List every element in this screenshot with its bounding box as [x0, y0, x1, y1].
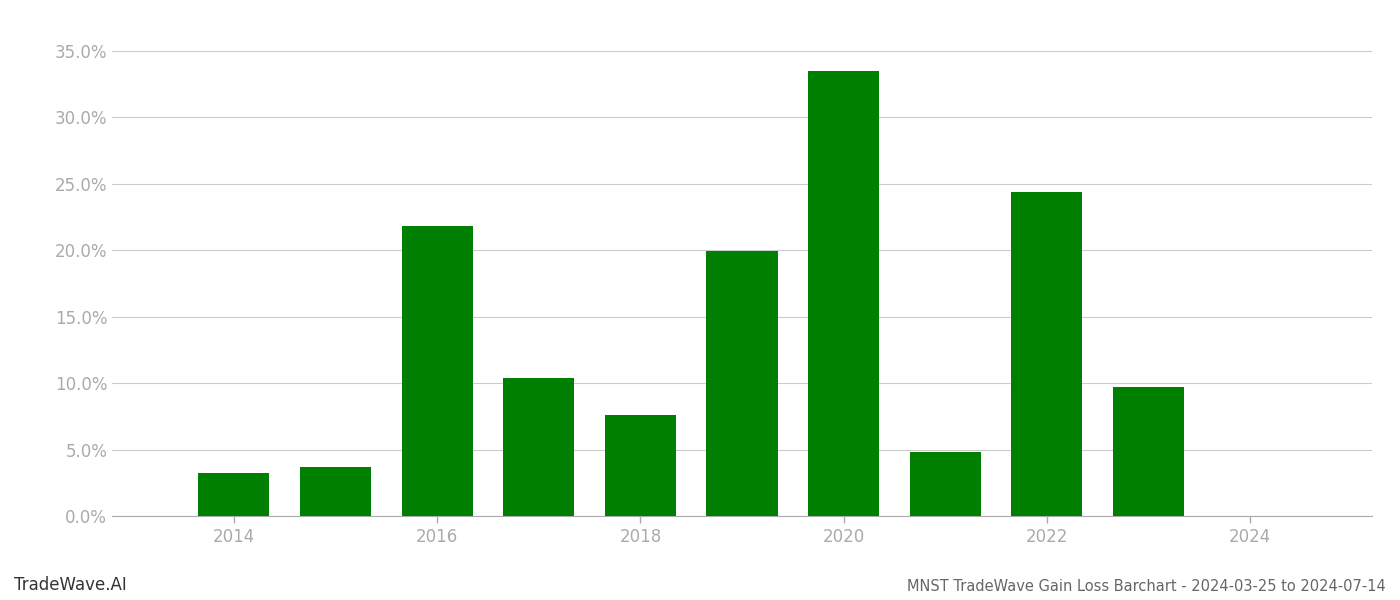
Bar	[605, 415, 676, 516]
Bar	[402, 226, 473, 516]
Bar	[707, 251, 777, 516]
Text: MNST TradeWave Gain Loss Barchart - 2024-03-25 to 2024-07-14: MNST TradeWave Gain Loss Barchart - 2024…	[907, 579, 1386, 594]
Text: TradeWave.AI: TradeWave.AI	[14, 576, 127, 594]
Bar	[199, 473, 269, 516]
Bar	[300, 467, 371, 516]
Bar	[503, 378, 574, 516]
Bar	[808, 71, 879, 516]
Bar	[1113, 387, 1184, 516]
Bar	[1011, 191, 1082, 516]
Bar	[910, 452, 981, 516]
